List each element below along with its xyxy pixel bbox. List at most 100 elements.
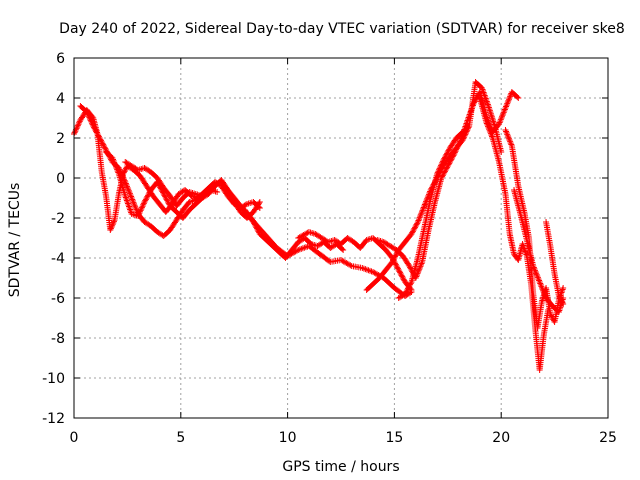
y-tick-label: 0 [56,171,65,187]
data-point [540,287,547,294]
data-point [459,129,466,135]
data-point [496,119,503,126]
data-point [534,273,541,280]
data-point [419,207,426,214]
data-point [408,231,415,237]
data-point [75,121,82,128]
data-point [164,199,171,205]
data-point [412,224,419,231]
data-point [436,166,443,173]
data-point [100,143,107,149]
data-point [410,227,417,233]
data-point [409,228,416,235]
data-point [97,136,104,143]
data-point [444,150,451,157]
data-point [137,207,144,214]
data-point [455,142,462,149]
data-point [487,130,494,137]
data-point [435,168,442,175]
data-point [438,175,445,181]
data-point [85,111,92,118]
data-point [402,291,409,297]
data-point [451,149,458,156]
data-point [560,285,567,291]
data-point [390,256,397,263]
data-point [439,172,446,179]
data-point [135,213,142,219]
data-point [471,98,478,105]
data-point [400,276,407,283]
data-point [448,156,455,163]
data-point [406,283,413,289]
data-point [146,189,153,196]
data-point [89,121,96,128]
data-point [72,128,79,135]
data-point [443,165,450,172]
data-point [409,229,416,236]
data-point [531,267,538,274]
data-point [441,155,448,162]
data-point [74,122,81,129]
data-point [441,168,448,175]
data-point [242,201,249,208]
data-point [99,140,106,147]
data-point [392,253,399,260]
data-point [163,196,170,203]
data-point [121,168,128,175]
data-point [403,288,410,295]
data-point [507,93,514,100]
data-point [414,220,421,227]
series-sat-h [374,89,522,281]
data-point [434,171,441,177]
data-point [536,279,543,285]
x-tick-label: 10 [279,430,297,446]
data-point [439,173,446,180]
x-axis-label: GPS time / hours [282,459,399,475]
data-point [498,115,505,122]
data-point [127,192,134,199]
data-point [110,218,117,225]
data-point [413,221,420,228]
data-point [126,190,133,197]
data-point [449,153,456,160]
data-point [505,135,512,142]
data-point [140,200,147,207]
data-point [137,208,144,215]
data-point [131,200,138,207]
data-point [489,133,496,140]
data-point [397,269,404,276]
data-point [339,246,346,252]
data-point [444,163,451,169]
data-point [109,221,116,228]
data-point [506,94,513,101]
data-point [108,224,115,231]
data-point [505,134,512,141]
data-point [420,204,427,211]
data-point [73,125,80,132]
data-point [132,205,139,212]
data-point [531,265,538,272]
data-point [439,159,446,166]
y-tick-label: -4 [51,251,65,267]
data-point [102,145,109,152]
data-point [505,97,512,104]
data-point [142,197,149,204]
data-point [214,189,221,195]
data-point [488,132,495,139]
data-point [539,286,546,293]
data-point [135,211,142,218]
data-point [418,260,425,267]
data-point [392,252,399,259]
data-point [140,201,147,208]
data-point [558,298,565,305]
data-point [407,281,414,288]
data-point [442,153,449,159]
data-point [98,137,105,144]
data-point [145,191,152,197]
data-point [434,169,441,176]
data-point [398,272,405,279]
data-point [123,181,130,188]
data-point [555,293,562,299]
data-point [90,124,97,131]
data-point [98,139,105,145]
